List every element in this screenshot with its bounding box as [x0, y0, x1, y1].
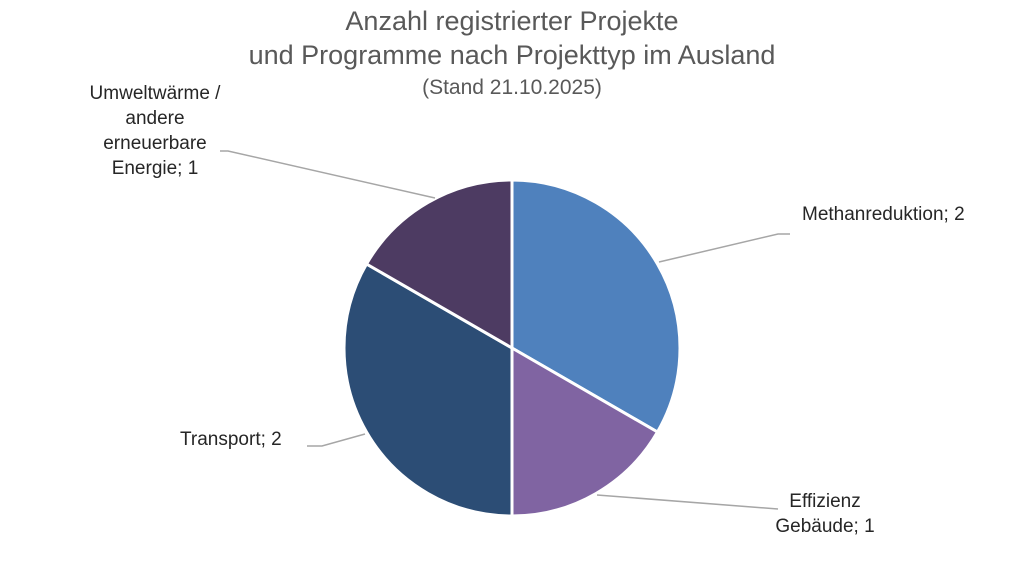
label-effizienz-line-1: Effizienz [789, 491, 861, 512]
leader-line-methan [658, 233, 790, 263]
leader-line-umwelt [220, 150, 436, 199]
label-umwelt-line-2: andere [125, 108, 185, 129]
slice-umweltwaerme [364, 178, 514, 351]
slice-effizienz-gebaeude [510, 345, 660, 518]
label-effizienz-line-2: Gebäude; 1 [775, 516, 875, 537]
slice-methanreduktion [510, 178, 682, 435]
label-methanreduktion: Methanreduktion; 2 [802, 204, 965, 225]
chart-title-line-2: und Programme nach Projekttyp im Ausland [248, 40, 776, 70]
label-umwelt-line-1: Umweltwärme / [89, 83, 221, 104]
leader-line-effizienz [596, 494, 779, 510]
label-umwelt-line-3: erneuerbare [103, 133, 207, 154]
chart-subtitle: (Stand 21.10.2025) [422, 76, 602, 99]
label-umwelt-line-4: Energie; 1 [111, 158, 199, 179]
slice-transport [342, 261, 514, 518]
leader-line-transport [307, 433, 366, 447]
chart-title-line-1: Anzahl registrierter Projekte [345, 6, 679, 36]
label-transport: Transport; 2 [180, 429, 282, 450]
